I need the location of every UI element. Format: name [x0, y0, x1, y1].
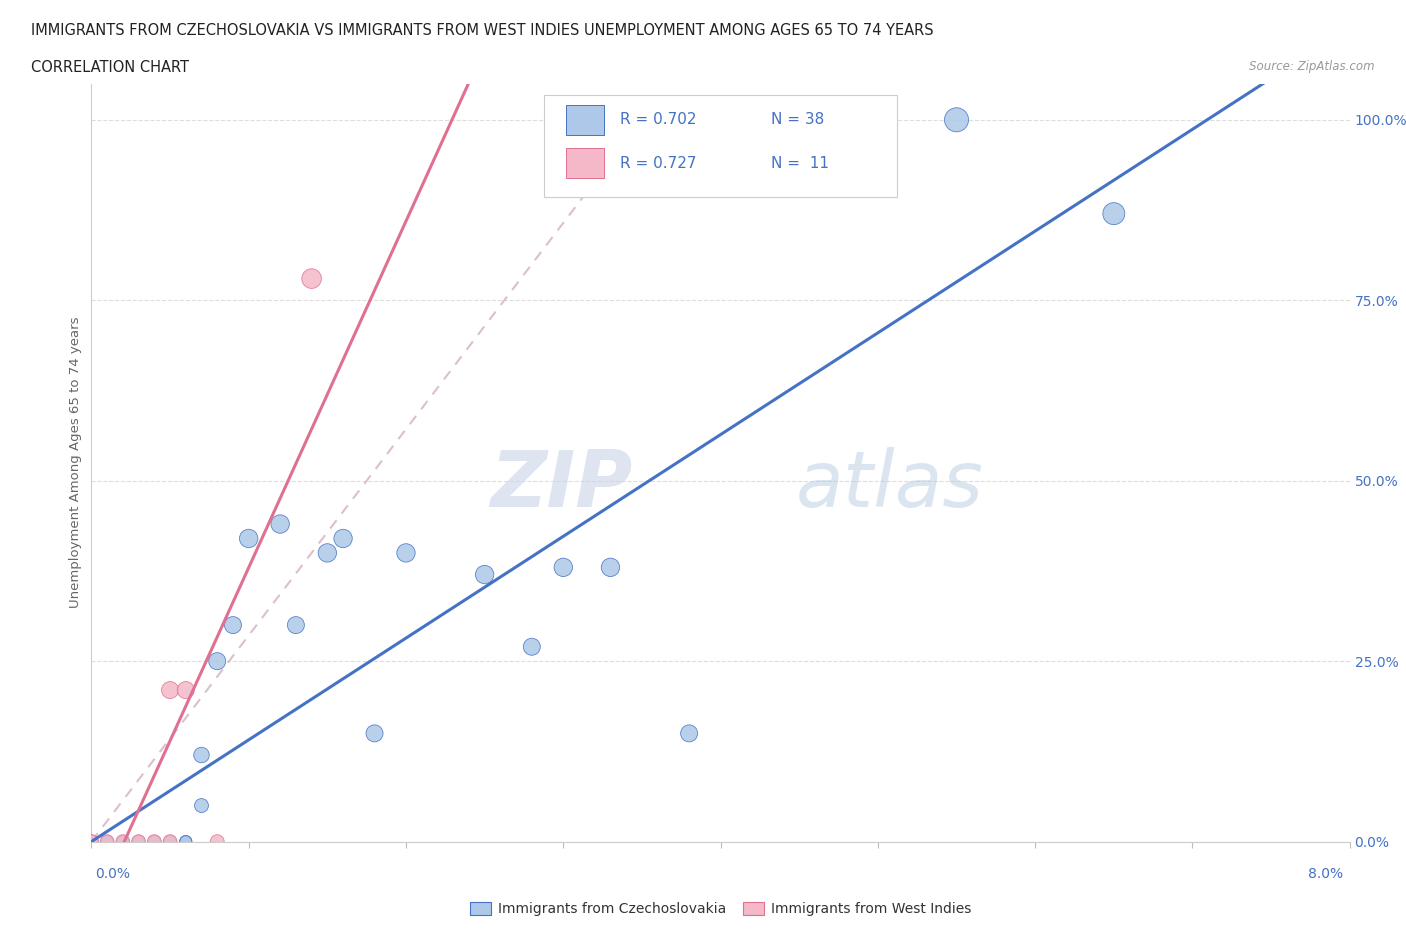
- FancyBboxPatch shape: [544, 95, 897, 197]
- Point: [395, 546, 418, 561]
- Point: [301, 272, 323, 286]
- Point: [128, 834, 150, 849]
- Text: 0.0%: 0.0%: [96, 867, 131, 882]
- Text: ZIP: ZIP: [491, 447, 633, 524]
- Point: [678, 726, 700, 741]
- Point: [159, 834, 181, 849]
- Point: [269, 516, 291, 531]
- Text: R = 0.702: R = 0.702: [620, 113, 696, 127]
- Point: [174, 683, 197, 698]
- Point: [128, 834, 150, 849]
- Text: atlas: atlas: [796, 447, 984, 524]
- Text: R = 0.727: R = 0.727: [620, 156, 696, 171]
- Point: [159, 834, 181, 849]
- Point: [143, 834, 166, 849]
- Point: [159, 834, 181, 849]
- Point: [316, 546, 339, 561]
- Point: [96, 834, 118, 849]
- Text: 8.0%: 8.0%: [1308, 867, 1343, 882]
- Point: [1102, 206, 1125, 221]
- Y-axis label: Unemployment Among Ages 65 to 74 years: Unemployment Among Ages 65 to 74 years: [69, 317, 82, 608]
- Point: [474, 567, 496, 582]
- Text: IMMIGRANTS FROM CZECHOSLOVAKIA VS IMMIGRANTS FROM WEST INDIES UNEMPLOYMENT AMONG: IMMIGRANTS FROM CZECHOSLOVAKIA VS IMMIGR…: [31, 23, 934, 38]
- Point: [96, 834, 118, 849]
- Point: [111, 834, 134, 849]
- Point: [159, 834, 181, 849]
- FancyBboxPatch shape: [565, 148, 603, 179]
- Text: N = 38: N = 38: [770, 113, 824, 127]
- Point: [159, 834, 181, 849]
- Point: [174, 834, 197, 849]
- Legend: Immigrants from Czechoslovakia, Immigrants from West Indies: Immigrants from Czechoslovakia, Immigran…: [464, 897, 977, 922]
- Point: [80, 834, 103, 849]
- Text: N =  11: N = 11: [770, 156, 830, 171]
- Point: [363, 726, 385, 741]
- Text: CORRELATION CHART: CORRELATION CHART: [31, 60, 188, 75]
- Point: [553, 560, 575, 575]
- Point: [222, 618, 245, 632]
- Point: [205, 834, 228, 849]
- Point: [111, 834, 134, 849]
- Point: [80, 834, 103, 849]
- Point: [96, 834, 118, 849]
- Point: [190, 798, 212, 813]
- Point: [205, 654, 228, 669]
- Point: [174, 834, 197, 849]
- Point: [111, 834, 134, 849]
- Point: [190, 748, 212, 763]
- Point: [128, 834, 150, 849]
- Point: [284, 618, 307, 632]
- Point: [159, 683, 181, 698]
- Point: [945, 113, 967, 127]
- FancyBboxPatch shape: [565, 104, 603, 135]
- Point: [143, 834, 166, 849]
- Point: [80, 834, 103, 849]
- Point: [174, 834, 197, 849]
- Text: Source: ZipAtlas.com: Source: ZipAtlas.com: [1250, 60, 1375, 73]
- Point: [332, 531, 354, 546]
- Point: [143, 834, 166, 849]
- Point: [599, 560, 621, 575]
- Point: [238, 531, 260, 546]
- Point: [96, 834, 118, 849]
- Point: [128, 834, 150, 849]
- Point: [111, 834, 134, 849]
- Point: [520, 639, 543, 654]
- Point: [80, 834, 103, 849]
